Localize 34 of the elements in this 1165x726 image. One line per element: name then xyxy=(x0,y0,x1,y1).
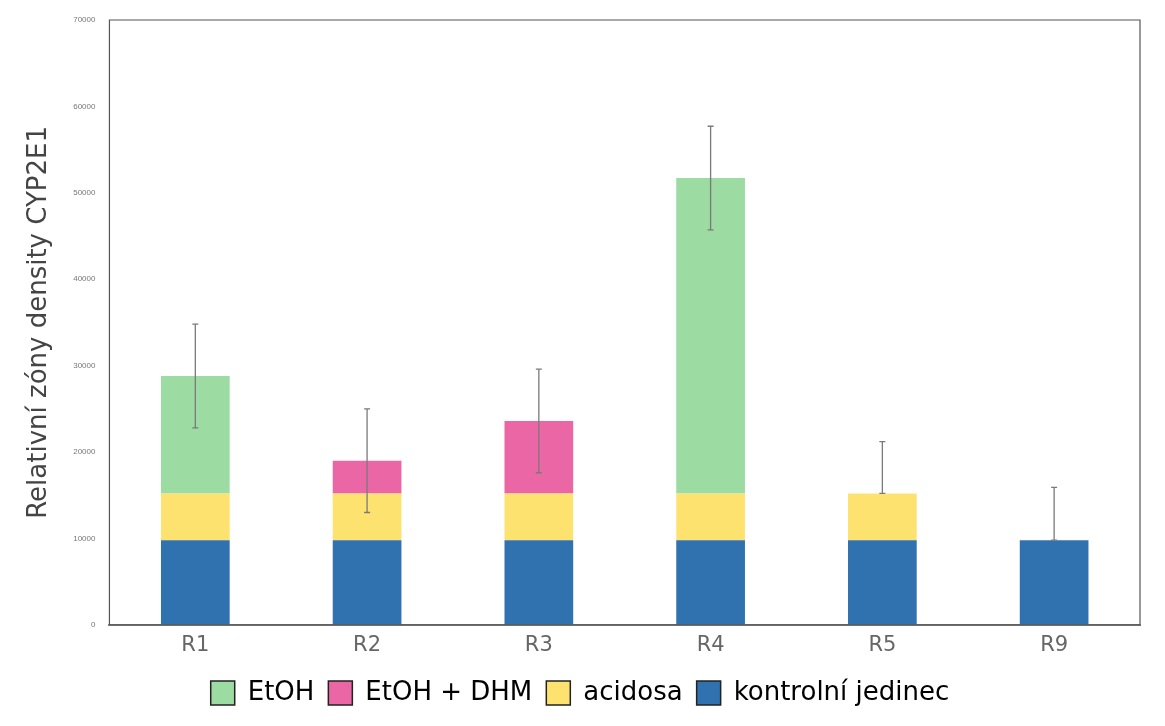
y-tick-label: 10000 xyxy=(73,533,96,543)
x-tick-label: R2 xyxy=(353,631,382,656)
bar xyxy=(676,493,745,541)
bar xyxy=(332,493,402,541)
legend-label: EtOH + DHM xyxy=(365,675,533,706)
x-tick-label: R3 xyxy=(524,631,553,656)
bar xyxy=(848,540,917,625)
y-tick-label: 60000 xyxy=(73,101,96,111)
bar xyxy=(332,540,402,625)
bar xyxy=(160,375,230,494)
y-axis-title: Relativní zóny density CYP2E1 xyxy=(22,125,53,519)
y-tick-label: 20000 xyxy=(73,447,96,457)
bar xyxy=(160,540,230,625)
legend-label: kontrolní jedinec xyxy=(733,675,950,706)
y-tick-label: 70000 xyxy=(73,15,96,25)
legend-label: EtOH xyxy=(247,675,315,706)
bar xyxy=(504,420,574,494)
bar xyxy=(676,540,745,625)
bar xyxy=(504,540,574,625)
bar xyxy=(1019,540,1089,625)
bar xyxy=(848,493,917,541)
y-tick-label: 30000 xyxy=(73,360,96,370)
bar xyxy=(676,178,745,494)
y-tick-label: 0 xyxy=(90,620,96,629)
x-tick-label: R9 xyxy=(1040,631,1069,656)
legend-label: acidosa xyxy=(583,675,683,706)
x-tick-label: R1 xyxy=(181,631,210,656)
x-tick-label: R5 xyxy=(868,631,897,656)
bar xyxy=(504,493,574,541)
y-tick-label: 50000 xyxy=(73,188,96,197)
y-tick-label: 40000 xyxy=(73,274,96,284)
bar xyxy=(332,460,402,494)
x-tick-label: R4 xyxy=(696,631,725,656)
bar xyxy=(160,493,230,541)
